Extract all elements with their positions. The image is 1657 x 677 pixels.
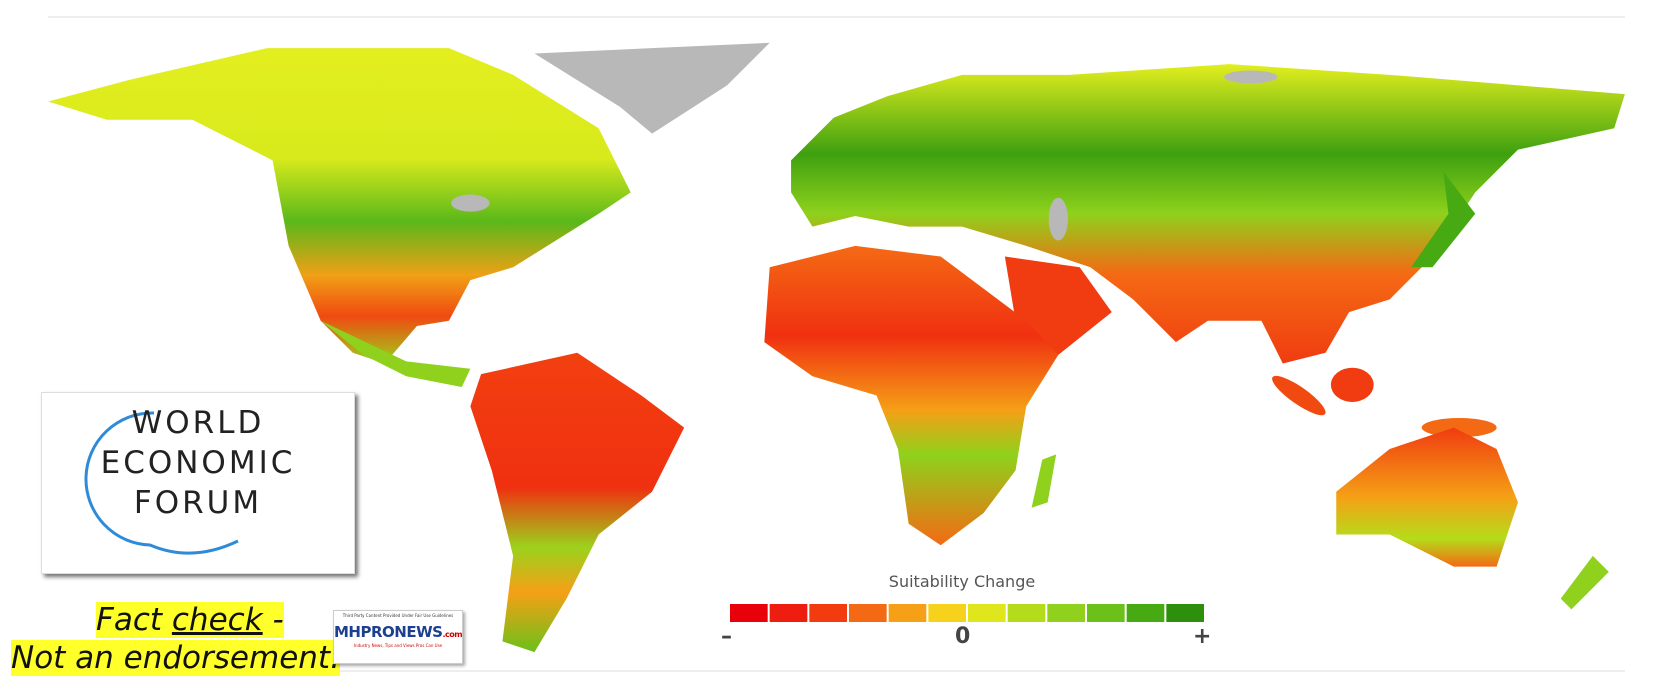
legend-swatch bbox=[769, 604, 808, 622]
great-lakes bbox=[451, 194, 490, 212]
eurasia bbox=[791, 64, 1625, 364]
disclaimer-line: Not an endorsement. bbox=[11, 640, 340, 676]
logo-line: FORUM bbox=[134, 485, 262, 521]
logo-arc bbox=[84, 411, 239, 555]
south-america bbox=[470, 352, 685, 653]
badge-caption: Third Party Content Provided Under Fair … bbox=[342, 613, 454, 618]
badge-name: MHPRONEWS.com bbox=[334, 623, 463, 641]
continents bbox=[48, 42, 1625, 653]
legend-swatch bbox=[968, 604, 1006, 622]
badge-tagline: Industry News, Tips and Views Pros Can U… bbox=[353, 643, 443, 648]
japan bbox=[1411, 171, 1476, 268]
disclaimer-underlined: check bbox=[171, 602, 263, 638]
legend-swatch bbox=[730, 604, 768, 622]
legend-swatch bbox=[809, 604, 847, 622]
logo-line: WORLD bbox=[132, 405, 265, 441]
siberia-lake bbox=[1224, 70, 1278, 84]
logo-art: WORLD ECONOMIC FORUM bbox=[84, 405, 296, 555]
borneo bbox=[1330, 367, 1374, 402]
central-america bbox=[320, 320, 471, 387]
badge-name-text: MHPRONEWS bbox=[334, 623, 443, 641]
legend-swatch bbox=[1007, 604, 1046, 622]
disclaimer-text: - bbox=[262, 602, 284, 638]
legend-max-label: + bbox=[1193, 624, 1212, 649]
caspian bbox=[1048, 197, 1068, 241]
legend-min-label: – bbox=[721, 624, 732, 649]
north-america bbox=[48, 48, 631, 364]
legend-title: Suitability Change bbox=[888, 572, 1036, 591]
legend-swatch bbox=[1166, 604, 1204, 622]
disclaimer-text: Fact bbox=[96, 602, 172, 638]
legend-swatch bbox=[928, 604, 966, 622]
legend-swatch bbox=[849, 604, 887, 622]
madagascar bbox=[1031, 454, 1057, 508]
legend-swatch bbox=[888, 604, 927, 622]
new-zealand bbox=[1560, 555, 1609, 610]
legend-swatch bbox=[1126, 604, 1165, 622]
wef-logo: WORLD ECONOMIC FORUM bbox=[41, 392, 355, 574]
legend-swatch bbox=[1087, 604, 1125, 622]
australia bbox=[1336, 427, 1518, 567]
legend-swatch bbox=[1047, 604, 1085, 622]
legend bbox=[730, 604, 1204, 622]
disclaimer-line: Fact check - bbox=[96, 602, 284, 638]
legend-mid-label: 0 bbox=[955, 624, 971, 649]
sumatra bbox=[1272, 375, 1326, 416]
logo-line: ECONOMIC bbox=[101, 445, 296, 481]
mhpronews-badge: Third Party Content Provided Under Fair … bbox=[333, 610, 463, 664]
greenland bbox=[534, 42, 770, 134]
africa bbox=[764, 245, 1059, 546]
badge-suffix: .com bbox=[442, 630, 463, 639]
